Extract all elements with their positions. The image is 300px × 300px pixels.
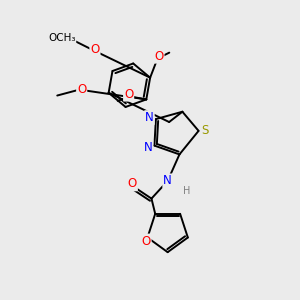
- Text: O: O: [154, 50, 164, 63]
- Text: S: S: [201, 124, 208, 137]
- Text: O: O: [128, 177, 137, 190]
- Text: O: O: [124, 88, 133, 100]
- Text: N: N: [144, 141, 152, 154]
- Text: N: N: [145, 111, 154, 124]
- Text: O: O: [77, 83, 86, 96]
- Text: O: O: [90, 44, 100, 56]
- Text: H: H: [183, 186, 190, 196]
- Text: OCH₃: OCH₃: [48, 33, 75, 43]
- Text: N: N: [163, 174, 172, 188]
- Text: O: O: [141, 235, 151, 248]
